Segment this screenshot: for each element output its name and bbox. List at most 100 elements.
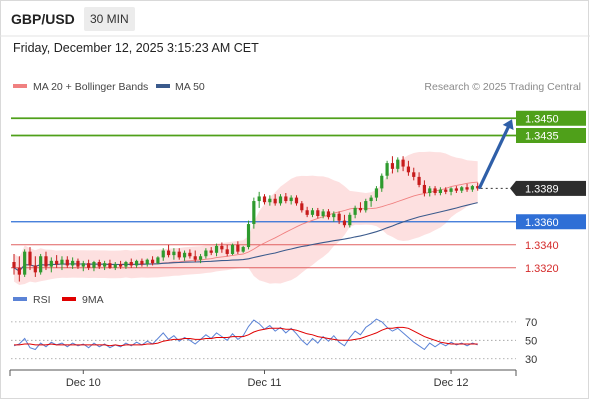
current-price-tag <box>516 180 586 196</box>
candle-body <box>161 250 165 258</box>
candle-body <box>204 250 208 257</box>
candle-body <box>284 196 288 202</box>
candle-body <box>225 249 229 254</box>
rsi-legend: RSI 9MA <box>13 294 104 306</box>
candle-body <box>23 251 27 275</box>
candle-body <box>358 207 363 211</box>
candle-body <box>33 265 37 273</box>
candle-body <box>214 245 219 253</box>
candle-body <box>412 172 416 177</box>
candle-body <box>124 262 128 267</box>
candle-body <box>444 189 448 192</box>
level-tag-1.3450 <box>516 110 586 126</box>
candle-body <box>369 197 373 202</box>
candle-body <box>342 220 347 226</box>
candle-body <box>17 267 21 275</box>
candle-body <box>150 259 155 264</box>
candle-body <box>49 260 53 267</box>
rsi-tick-50: 50 <box>525 335 537 347</box>
price-legend: MA 20 + Bollinger Bands MA 50 <box>13 81 205 93</box>
candle-body <box>257 196 261 202</box>
candle-body <box>470 186 474 190</box>
candle-body <box>374 188 379 198</box>
candle-body <box>97 262 101 267</box>
level-tag-1.3435 <box>516 128 586 143</box>
rsi-layer: 70 50 30 <box>11 317 537 366</box>
level-label-1.3450: 1.3450 <box>525 113 559 125</box>
forecast-arrow-shaft <box>478 125 510 189</box>
candle-body <box>428 188 432 193</box>
candle-body <box>230 244 235 254</box>
price-tags-layer: 1.3450 1.3435 1.3360 1.3340 1.3320 1.3389 <box>478 110 586 275</box>
bollinger-band <box>14 151 478 285</box>
candle-body <box>182 252 187 258</box>
timeframe-badge[interactable]: 30 MIN <box>84 7 135 31</box>
legend-label-rsi-ma: 9MA <box>82 294 104 306</box>
candle-body <box>108 263 112 268</box>
legend-label-ma50: MA 50 <box>175 81 205 93</box>
candle-body <box>316 210 320 216</box>
candle-body <box>273 198 277 204</box>
candle-body <box>119 264 123 267</box>
level-tag-1.3360 <box>516 214 586 230</box>
candle-body <box>193 256 197 260</box>
x-axis-labels: Dec 10 Dec 11 Dec 12 <box>66 370 468 389</box>
candle-body <box>380 175 384 189</box>
bollinger-band-layer <box>14 151 478 285</box>
candle-body <box>406 166 411 173</box>
chart-header: GBP/USD 30 MIN <box>0 0 590 37</box>
level-label-1.3320: 1.3320 <box>525 263 559 275</box>
candle-body <box>252 201 256 225</box>
ma50-line <box>13 202 478 272</box>
candle-body <box>476 186 480 189</box>
candle-body <box>433 188 437 193</box>
legend-swatch-ma50 <box>156 84 170 88</box>
candle-body <box>113 264 117 268</box>
candle-body <box>103 263 107 267</box>
candle-body <box>294 197 299 204</box>
candle-body <box>438 189 442 193</box>
current-price-tag-pointer <box>510 180 516 196</box>
candle-body <box>209 250 213 253</box>
candle-body <box>326 211 331 218</box>
candle-body <box>262 196 267 203</box>
candle-body <box>353 207 357 215</box>
candle-body <box>71 260 75 266</box>
candle-body <box>28 251 32 266</box>
candle-body <box>44 256 48 267</box>
legend-label-rsi: RSI <box>33 294 51 306</box>
level-label-1.3340: 1.3340 <box>525 240 559 252</box>
candle-body <box>460 187 464 191</box>
candle-body <box>177 251 181 258</box>
candle-body <box>65 259 69 266</box>
candle-body <box>465 187 469 190</box>
candle-body <box>289 197 293 202</box>
candle-body <box>241 247 245 252</box>
candle-body <box>401 159 405 167</box>
x-tick-label: Dec 11 <box>247 377 281 389</box>
candle-body <box>300 203 304 211</box>
level-label-1.3435: 1.3435 <box>525 131 559 143</box>
candle-body <box>60 259 64 265</box>
candle-body <box>166 250 171 256</box>
candle-body <box>396 159 400 169</box>
candle-body <box>332 213 336 218</box>
legend-label-ma20: MA 20 + Bollinger Bands <box>33 81 148 93</box>
candle-body <box>310 210 315 215</box>
level-label-1.3360: 1.3360 <box>525 217 559 229</box>
current-price-label: 1.3389 <box>525 183 559 195</box>
x-tick-label: Dec 10 <box>66 377 101 389</box>
candle-body <box>129 262 133 266</box>
candle-body <box>337 213 341 221</box>
candle-body <box>348 214 352 226</box>
candle-body <box>92 262 96 268</box>
candle-body <box>305 210 309 215</box>
candle-body <box>449 188 453 192</box>
candle-body <box>220 245 224 250</box>
candle-body <box>422 184 427 193</box>
research-credit: Research © 2025 Trading Central <box>424 81 581 93</box>
moving-averages-layer <box>13 181 478 272</box>
legend-swatch-ma20 <box>13 84 27 88</box>
